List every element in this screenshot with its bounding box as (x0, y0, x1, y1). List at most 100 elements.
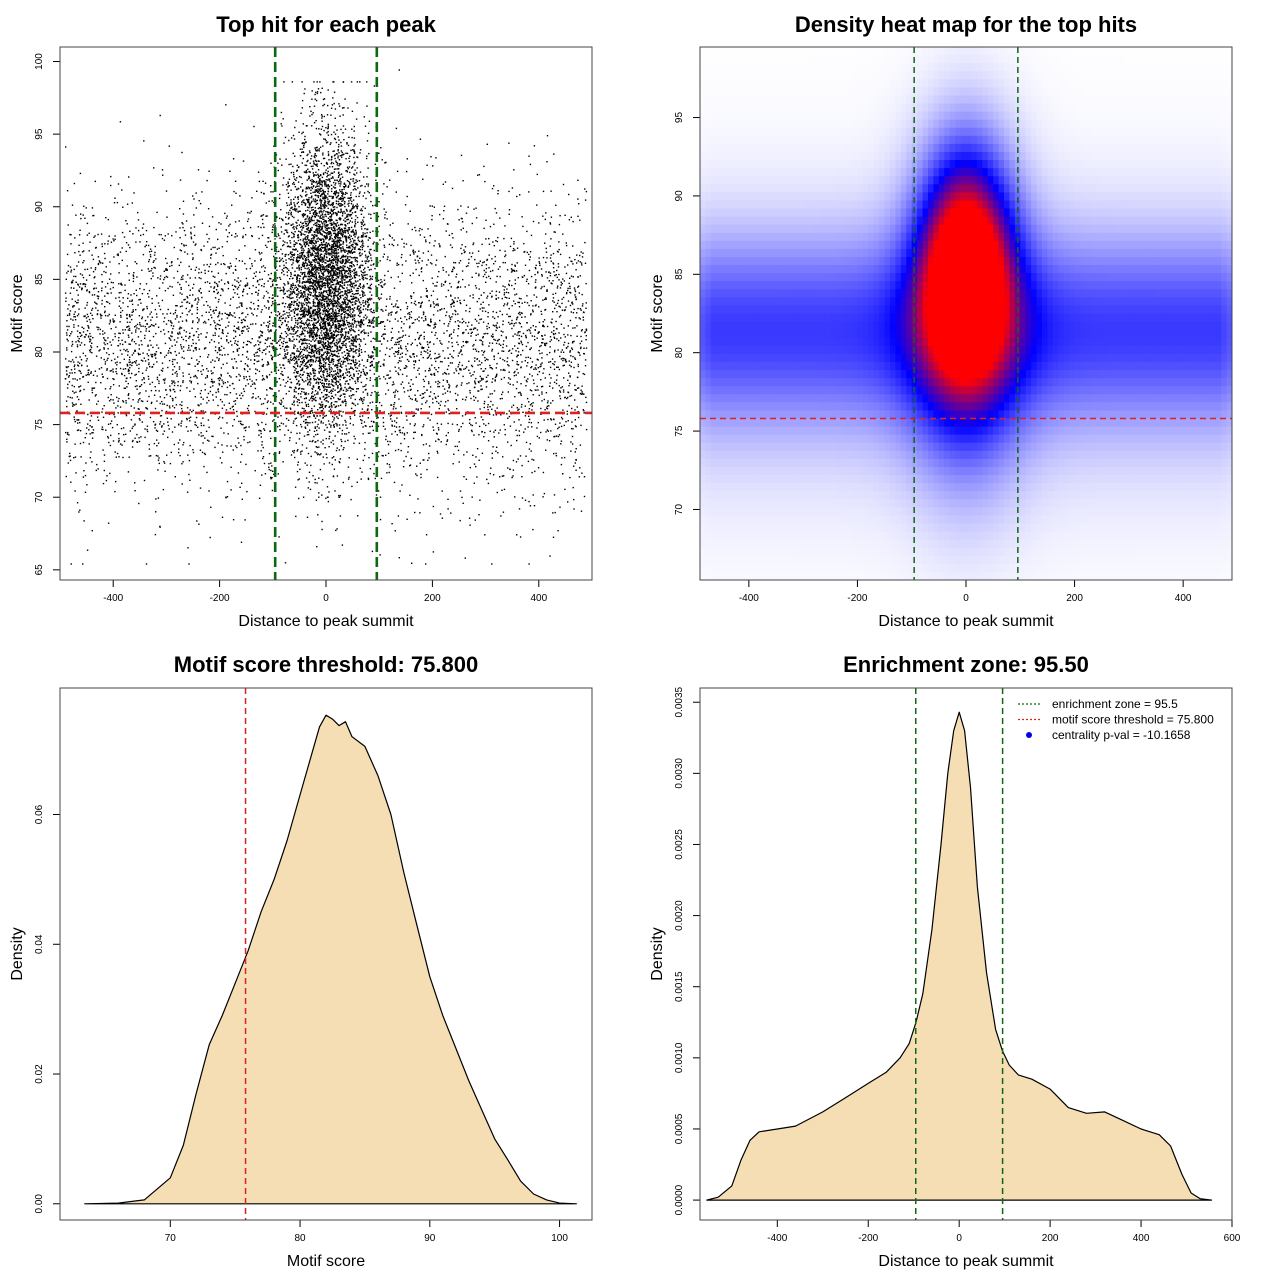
scatter-point (434, 393, 435, 394)
scatter-point (499, 250, 500, 251)
scatter-point (223, 263, 224, 264)
scatter-point (238, 282, 239, 283)
scatter-point (169, 348, 170, 349)
scatter-point (85, 307, 86, 308)
scatter-point (501, 394, 502, 395)
scatter-point (207, 375, 208, 376)
scatter-point (102, 334, 103, 335)
scatter-point (584, 412, 585, 413)
scatter-point (536, 204, 537, 205)
scatter-point (94, 302, 95, 303)
scatter-point (118, 263, 119, 264)
scatter-point (142, 379, 143, 380)
scatter-point (161, 370, 162, 371)
scatter-point (83, 328, 84, 329)
scatter-point (472, 277, 473, 278)
scatter-point (552, 363, 553, 364)
scatter-point (492, 316, 493, 317)
scatter-point (509, 308, 510, 309)
scatter-point (87, 550, 88, 551)
scatter-point (344, 396, 345, 397)
scatter-point (138, 299, 139, 300)
scatter-point (78, 399, 79, 400)
scatter-point (116, 373, 117, 374)
scatter-point (561, 426, 562, 427)
scatter-point (168, 320, 169, 321)
scatter-point (203, 398, 204, 399)
scatter-point (196, 520, 197, 521)
scatter-point (483, 307, 484, 308)
scatter-point (464, 300, 465, 301)
scatter-point (139, 241, 140, 242)
scatter-point (419, 343, 420, 344)
scatter-point (186, 281, 187, 282)
scatter-point (296, 294, 297, 295)
scatter-point (521, 216, 522, 217)
scatter-point (107, 378, 108, 379)
scatter-point (272, 281, 273, 282)
scatter-point (211, 254, 212, 255)
scatter-point (176, 404, 177, 405)
scatter-point (328, 491, 329, 492)
scatter-point (112, 318, 113, 319)
scatter-point (512, 360, 513, 361)
scatter-point (346, 428, 347, 429)
scatter-point (173, 313, 174, 314)
scatter-point (453, 306, 454, 307)
scatter-point (169, 145, 170, 146)
scatter-point (293, 330, 294, 331)
scatter-point (471, 333, 472, 334)
scatter-point (234, 326, 235, 327)
scatter-point (570, 305, 571, 306)
scatter-point (535, 305, 536, 306)
scatter-point (410, 254, 411, 255)
scatter-point (65, 432, 66, 433)
scatter-point (557, 286, 558, 287)
scatter-point (245, 285, 246, 286)
scatter-point (477, 448, 478, 449)
scatter-point (539, 331, 540, 332)
scatter-point (471, 365, 472, 366)
scatter-point (115, 298, 116, 299)
scatter-point (201, 191, 202, 192)
scatter-point (558, 367, 559, 368)
scatter-point (572, 428, 573, 429)
scatter-point (70, 318, 71, 319)
scatter-point (516, 388, 517, 389)
scatter-point (203, 245, 204, 246)
scatter-point (578, 366, 579, 367)
scatter-point (422, 179, 423, 180)
scatter-point (197, 363, 198, 364)
scatter-point (366, 232, 367, 233)
scatter-point (212, 247, 213, 248)
scatter-point (229, 315, 230, 316)
scatter-point (286, 336, 287, 337)
scatter-point (506, 297, 507, 298)
scatter-point (301, 426, 302, 427)
scatter-point (195, 270, 196, 271)
scatter-point (388, 444, 389, 445)
scatter-point (184, 251, 185, 252)
scatter-point (220, 399, 221, 400)
scatter-point (469, 518, 470, 519)
scatter-point (249, 376, 250, 377)
scatter-point (456, 408, 457, 409)
scatter-point (507, 304, 508, 305)
scatter-point (193, 241, 194, 242)
scatter-point (191, 313, 192, 314)
scatter-point (357, 403, 358, 404)
scatter-point (77, 422, 78, 423)
scatter-point (575, 451, 576, 452)
scatter-point (108, 240, 109, 241)
scatter-point (536, 265, 537, 266)
scatter-point (554, 308, 555, 309)
scatter-point (461, 384, 462, 385)
scatter-point (231, 205, 232, 206)
scatter-point (77, 430, 78, 431)
scatter-point (357, 515, 358, 516)
scatter-point (414, 367, 415, 368)
scatter-point (567, 288, 568, 289)
scatter-point (553, 537, 554, 538)
scatter-point (83, 260, 84, 261)
scatter-point (238, 326, 239, 327)
